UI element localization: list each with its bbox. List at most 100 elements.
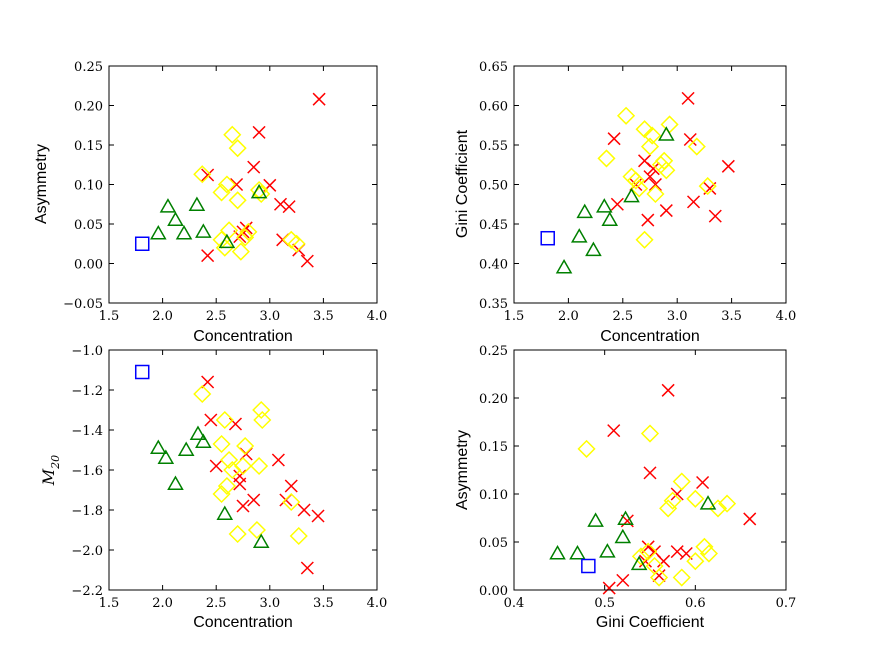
y-tick-label: 0.65 bbox=[479, 60, 508, 75]
plot-area bbox=[514, 350, 786, 590]
panel-m20-vs-concentration: 1.5 2.0 2.5 3.0 3.5 4.0 −2.2 −2.0 −1.8 −1.6 −1.4 −1… bbox=[39, 344, 387, 631]
y-tick-label: 0.10 bbox=[74, 179, 103, 194]
red-x-point bbox=[247, 493, 261, 507]
tick-marks: 0.4 0.5 0.6 0.7 0.00 0.05 0.10 0.15 0.20 0.25 bbox=[479, 344, 796, 611]
panel-gini-vs-concentration: 1.5 2.0 2.5 3.0 3.5 4.0 0.35 0.40 0.45 0.50 0.55 0.… bbox=[454, 60, 796, 345]
red-x-point bbox=[681, 91, 695, 105]
x-tick-label: 1.5 bbox=[99, 309, 120, 324]
green-triangle-point bbox=[599, 543, 616, 558]
y-tick-label: −2.2 bbox=[71, 584, 103, 599]
green-triangle-point bbox=[150, 224, 167, 240]
y-tick-label: −1.2 bbox=[71, 384, 103, 399]
red-x-point bbox=[616, 573, 630, 587]
x-axis-label: Concentration bbox=[600, 328, 700, 345]
x-tick-label: 0.4 bbox=[504, 596, 525, 611]
x-tick-label: 2.5 bbox=[206, 596, 227, 611]
y-tick-label: 0.45 bbox=[479, 218, 508, 233]
green-triangle-point bbox=[175, 224, 193, 240]
green-triangle-point bbox=[596, 198, 613, 213]
yellow-diamond-point bbox=[223, 125, 242, 144]
y-tick-label: 0.00 bbox=[479, 584, 508, 599]
yellow-diamond-point bbox=[630, 179, 649, 198]
green-triangle-point bbox=[555, 258, 573, 274]
yellow-diamond-point bbox=[646, 184, 665, 204]
yellow-diamond-point bbox=[217, 476, 236, 496]
green-triangle-point bbox=[658, 126, 675, 141]
red-x-point bbox=[657, 554, 671, 568]
red-x-point bbox=[607, 132, 621, 146]
yellow-diamond-point bbox=[228, 139, 247, 158]
yellow-diamond-point bbox=[643, 126, 662, 145]
red-x-point bbox=[300, 561, 314, 575]
yellow-diamond-point bbox=[695, 537, 714, 556]
yellow-diamond-point bbox=[220, 450, 239, 470]
green-triangle-point bbox=[587, 512, 604, 527]
red-x-point bbox=[721, 159, 735, 173]
y-axis-label: Asymmetry bbox=[33, 144, 50, 224]
red-x-point bbox=[610, 197, 624, 211]
yellow-diamond-point bbox=[577, 439, 596, 458]
y-tick-label: 0.15 bbox=[74, 139, 103, 154]
y-tick-label: 0.05 bbox=[479, 536, 508, 551]
y-axis-label: Gini Coefficient bbox=[454, 129, 471, 238]
yellow-diamond-point bbox=[699, 544, 718, 563]
x-axis-label: Concentration bbox=[193, 614, 293, 631]
x-axis-label: Concentration bbox=[193, 328, 293, 345]
plot-area bbox=[514, 66, 786, 303]
red-x-point bbox=[659, 204, 673, 218]
green-triangle-point bbox=[167, 211, 184, 227]
yellow-diamond-point bbox=[193, 165, 212, 184]
yellow-diamond-point bbox=[663, 491, 682, 510]
x-tick-label: 3.5 bbox=[313, 596, 334, 611]
red-x-point bbox=[282, 200, 296, 214]
yellow-diamond-point bbox=[247, 520, 266, 540]
red-x-point bbox=[696, 475, 710, 490]
x-tick-label: 2.5 bbox=[612, 309, 633, 324]
green-triangle-point bbox=[569, 545, 586, 560]
red-x-point bbox=[661, 383, 675, 397]
green-triangle-point bbox=[195, 433, 212, 448]
green-triangle-point bbox=[576, 203, 594, 219]
yellow-diamond-point bbox=[640, 424, 660, 443]
yellow-diamond-point bbox=[640, 137, 660, 156]
yellow-diamond-point bbox=[212, 183, 231, 202]
red-x-point bbox=[273, 197, 288, 211]
yellow-diamond-point bbox=[223, 460, 242, 480]
x-tick-label: 4.0 bbox=[367, 596, 388, 611]
yellow-diamond-point bbox=[287, 234, 306, 253]
y-tick-label: −1.8 bbox=[71, 504, 103, 519]
red-x-point bbox=[312, 92, 326, 106]
y-tick-label: −1.0 bbox=[71, 344, 103, 359]
plot-area bbox=[109, 350, 377, 590]
red-x-point bbox=[300, 254, 314, 268]
yellow-diamond-point bbox=[215, 238, 234, 257]
x-tick-label: 0.6 bbox=[685, 596, 706, 611]
red-x-point bbox=[247, 160, 261, 174]
red-x-point bbox=[643, 170, 657, 184]
red-x-point bbox=[228, 417, 243, 431]
x-tick-label: 1.5 bbox=[99, 596, 120, 611]
yellow-diamond-point bbox=[718, 494, 737, 513]
y-tick-label: 0.05 bbox=[74, 218, 103, 233]
axes-frame bbox=[513, 349, 787, 591]
green-triangle-point bbox=[252, 533, 270, 548]
red-x-point bbox=[230, 177, 244, 192]
x-tick-label: 3.0 bbox=[667, 309, 688, 324]
yellow-diamond-point bbox=[250, 456, 269, 476]
y-tick-label: 0.35 bbox=[479, 297, 508, 312]
yellow-diamond-point bbox=[236, 228, 255, 247]
data-points bbox=[134, 364, 325, 575]
yellow-diamond-point bbox=[639, 542, 658, 561]
x-tick-label: 3.5 bbox=[313, 309, 334, 324]
y-tick-label: 0.50 bbox=[479, 179, 508, 194]
yellow-diamond-point bbox=[631, 547, 650, 566]
data-points bbox=[549, 383, 757, 595]
blue-square-point bbox=[134, 364, 150, 380]
blue-square-point bbox=[134, 236, 150, 251]
x-tick-label: 2.5 bbox=[206, 309, 227, 324]
green-triangle-point bbox=[150, 439, 167, 454]
yellow-diamond-point bbox=[289, 526, 308, 546]
red-x-point bbox=[641, 213, 655, 227]
yellow-diamond-point bbox=[687, 137, 706, 156]
y-tick-label: 0.20 bbox=[74, 100, 103, 115]
